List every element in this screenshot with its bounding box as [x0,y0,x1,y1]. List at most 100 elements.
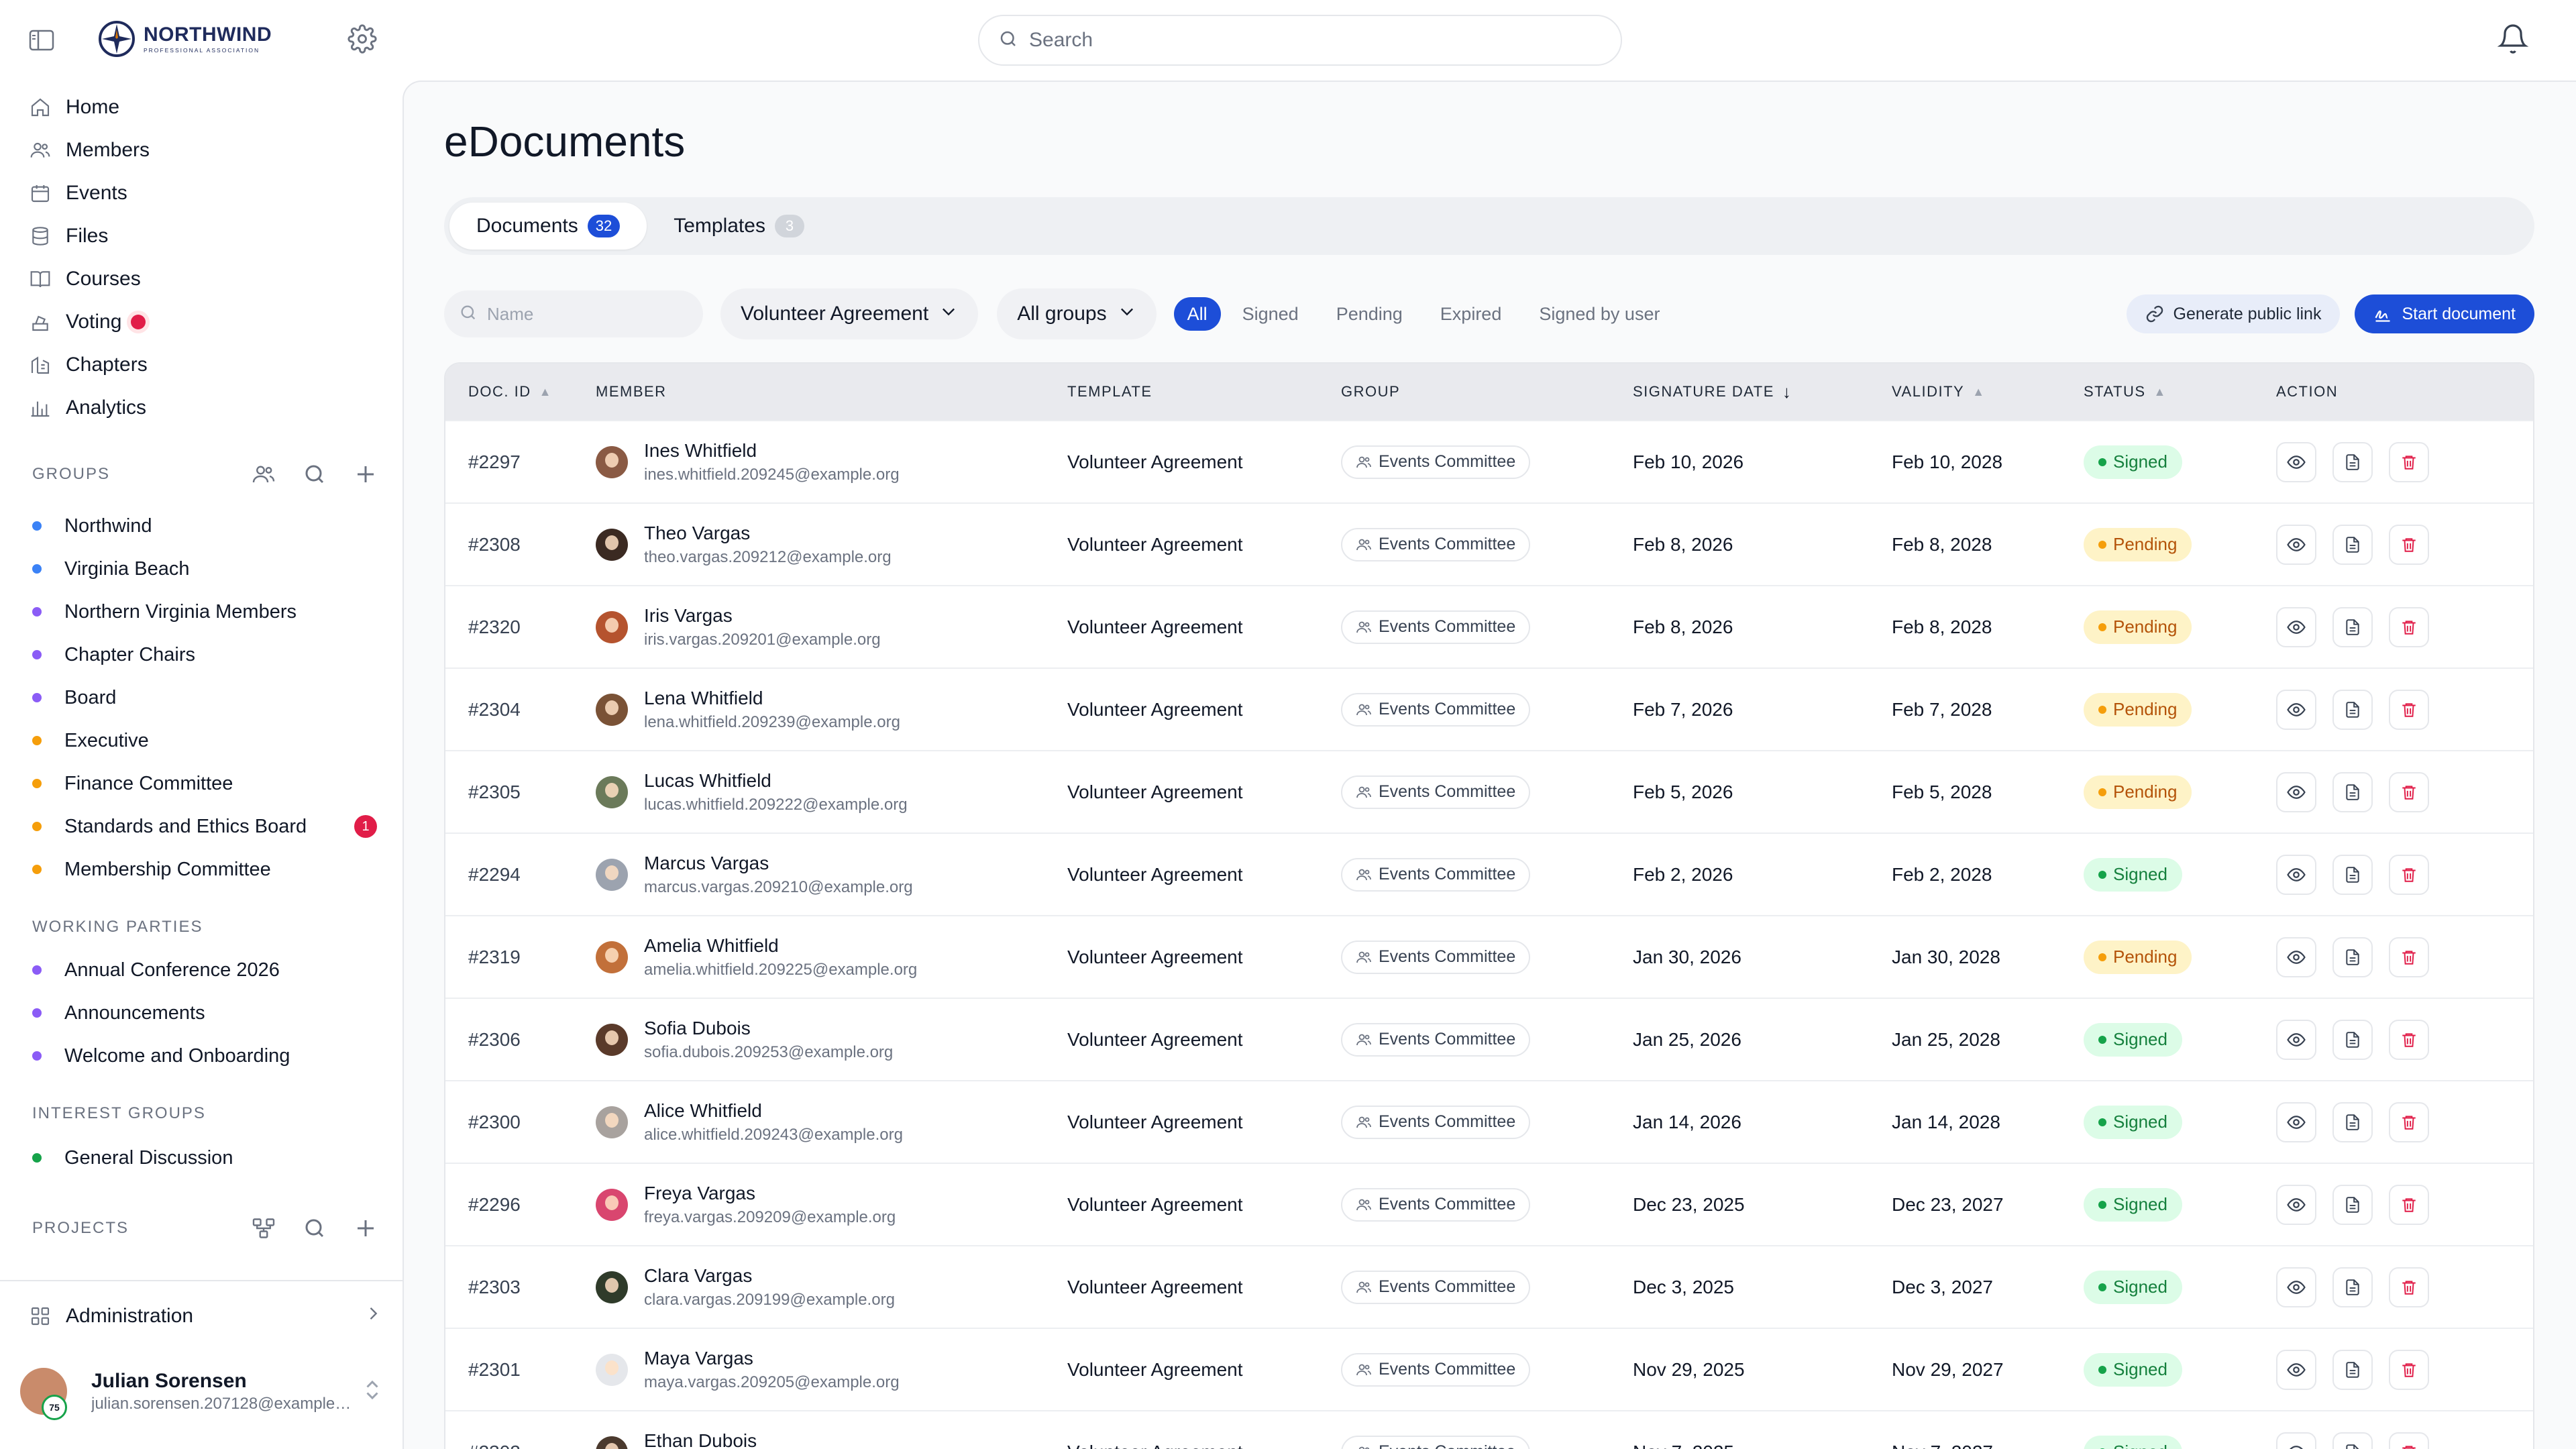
member-cell[interactable]: Sofia Dubois sofia.dubois.209253@example.… [596,1018,1067,1062]
member-cell[interactable]: Ines Whitfield ines.whitfield.209245@exam… [596,440,1067,484]
gear-icon[interactable] [347,24,380,56]
generate-public-link-button[interactable]: Generate public link [2126,294,2341,333]
logo[interactable]: NORTHWIND PROFESSIONAL ASSOCIATION [98,20,272,58]
table-row[interactable]: #2306 Sofia Dubois sofia.dubois.209253@exa… [445,998,2533,1080]
delete-button[interactable] [2389,1349,2429,1390]
table-row[interactable]: #2305 Lucas Whitfield lucas.whitfield.2092… [445,750,2533,833]
table-row[interactable]: #2303 Clara Vargas clara.vargas.209199@exa… [445,1245,2533,1328]
bell-icon[interactable] [2494,20,2532,58]
document-button[interactable] [2332,1432,2373,1449]
table-row[interactable]: #2296 Freya Vargas freya.vargas.209209@exa… [445,1163,2533,1245]
member-cell[interactable]: Theo Vargas theo.vargas.209212@example.or… [596,523,1067,567]
delete-button[interactable] [2389,689,2429,730]
group-item[interactable]: Executive [32,719,381,762]
add-group-icon[interactable] [350,459,381,490]
document-button[interactable] [2332,1102,2373,1142]
view-button[interactable] [2276,1102,2316,1142]
delete-button[interactable] [2389,771,2429,812]
document-button[interactable] [2332,854,2373,895]
sidebar-toggle-icon[interactable] [27,25,56,55]
document-button[interactable] [2332,689,2373,730]
add-project-icon[interactable] [350,1213,381,1244]
table-row[interactable]: #2304 Lena Whitfield lena.whitfield.209239… [445,667,2533,750]
member-cell[interactable]: Maya Vargas maya.vargas.209205@example.or… [596,1348,1067,1392]
view-button[interactable] [2276,771,2316,812]
view-button[interactable] [2276,1349,2316,1390]
document-button[interactable] [2332,771,2373,812]
nav-item-events[interactable]: Events [27,172,382,215]
delete-button[interactable] [2389,524,2429,565]
member-cell[interactable]: Alice Whitfield alice.whitfield.209243@ex… [596,1100,1067,1144]
delete-button[interactable] [2389,1184,2429,1225]
group-item[interactable]: Standards and Ethics Board 1 [32,805,381,848]
search-groups-icon[interactable] [299,459,330,490]
table-row[interactable]: #2300 Alice Whitfield alice.whitfield.2092… [445,1080,2533,1163]
view-button[interactable] [2276,524,2316,565]
view-button[interactable] [2276,1267,2316,1307]
table-row[interactable]: #2320 Iris Vargas iris.vargas.209201@examp… [445,585,2533,667]
view-button[interactable] [2276,606,2316,647]
status-filter-signed-by-user[interactable]: Signed by user [1539,303,1660,324]
template-filter-dropdown[interactable]: Volunteer Agreement [720,288,979,339]
group-item[interactable]: Membership Committee [32,848,381,891]
name-search[interactable] [444,290,703,337]
view-button[interactable] [2276,1432,2316,1449]
document-button[interactable] [2332,524,2373,565]
column-header-signature-date[interactable]: SIGNATURE DATE ↓ [1633,382,1892,402]
column-header-group[interactable]: GROUP [1341,383,1633,400]
member-cell[interactable]: Amelia Whitfield amelia.whitfield.209225@… [596,935,1067,979]
group-item[interactable]: Virginia Beach [32,547,381,590]
working-party-item[interactable]: Annual Conference 2026 [32,949,381,991]
nav-item-chapters[interactable]: Chapters [27,343,382,386]
working-party-item[interactable]: Announcements [32,991,381,1034]
table-row[interactable]: #2308 Theo Vargas theo.vargas.209212@examp… [445,502,2533,585]
delete-button[interactable] [2389,441,2429,482]
document-button[interactable] [2332,606,2373,647]
view-button[interactable] [2276,936,2316,977]
working-party-item[interactable]: Welcome and Onboarding [32,1034,381,1077]
document-button[interactable] [2332,1349,2373,1390]
table-row[interactable]: #2297 Ines Whitfield ines.whitfield.209245… [445,420,2533,502]
user-profile[interactable]: 75 Julian Sorensen julian.sorensen.20712… [20,1358,382,1425]
tab-templates[interactable]: Templates 3 [647,203,831,250]
interest-group-item[interactable]: General Discussion [32,1136,381,1179]
view-button[interactable] [2276,1184,2316,1225]
name-search-input[interactable] [487,303,688,325]
nav-item-files[interactable]: Files [27,215,382,258]
column-header-member[interactable]: MEMBER [596,383,1067,400]
group-item[interactable]: Chapter Chairs [32,633,381,676]
search-projects-icon[interactable] [299,1213,330,1244]
member-cell[interactable]: Lucas Whitfield lucas.whitfield.209222@ex… [596,770,1067,814]
hierarchy-icon[interactable] [248,1213,279,1244]
view-button[interactable] [2276,854,2316,895]
view-button[interactable] [2276,689,2316,730]
member-cell[interactable]: Clara Vargas clara.vargas.209199@example.… [596,1265,1067,1309]
status-filter-expired[interactable]: Expired [1440,303,1502,324]
group-filter-dropdown[interactable]: All groups [997,288,1157,339]
chevron-up-down-icon[interactable] [362,1378,382,1405]
view-button[interactable] [2276,1019,2316,1060]
administration-link[interactable]: Administration [27,1297,382,1335]
status-filter-pending[interactable]: Pending [1336,303,1403,324]
member-cell[interactable]: Ethan Duboisethan.dubois.209230@example.… [596,1430,1067,1449]
group-item[interactable]: Northern Virginia Members [32,590,381,633]
document-button[interactable] [2332,1267,2373,1307]
nav-item-members[interactable]: Members [27,129,382,172]
group-item[interactable]: Board [32,676,381,719]
document-button[interactable] [2332,936,2373,977]
search-input[interactable] [1029,29,1579,52]
delete-button[interactable] [2389,854,2429,895]
tab-documents[interactable]: Documents 32 [449,203,647,250]
delete-button[interactable] [2389,606,2429,647]
member-cell[interactable]: Lena Whitfield lena.whitfield.209239@exam… [596,688,1067,732]
delete-button[interactable] [2389,936,2429,977]
table-row[interactable]: #2319 Amelia Whitfield amelia.whitfield.20… [445,915,2533,998]
view-button[interactable] [2276,441,2316,482]
member-cell[interactable]: Iris Vargas iris.vargas.209201@example.or… [596,605,1067,649]
column-header-template[interactable]: TEMPLATE [1067,383,1341,400]
delete-button[interactable] [2389,1432,2429,1449]
document-button[interactable] [2332,441,2373,482]
nav-item-analytics[interactable]: Analytics [27,386,382,429]
group-members-icon[interactable] [248,459,279,490]
document-button[interactable] [2332,1019,2373,1060]
